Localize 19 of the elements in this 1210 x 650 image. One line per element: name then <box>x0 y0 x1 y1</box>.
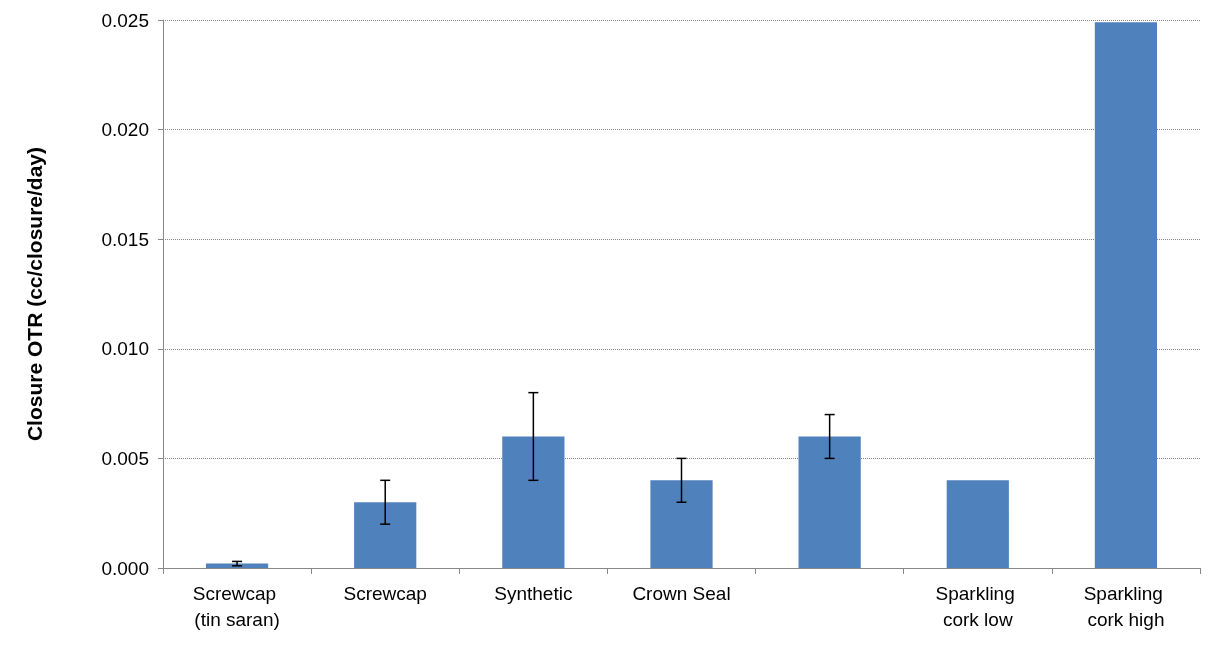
bar <box>650 480 713 568</box>
y-tick-label: 0.000 <box>101 557 149 579</box>
y-tick-label: 0.015 <box>101 228 149 250</box>
x-tick-label: Screwcap (tin saran) <box>192 582 282 630</box>
y-tick-label: 0.005 <box>101 447 149 469</box>
x-tick-label: Sparkling cork high <box>1083 582 1169 630</box>
bar <box>798 436 861 568</box>
bar <box>502 436 565 568</box>
bar <box>354 502 417 568</box>
y-tick-label: 0.025 <box>101 9 149 31</box>
x-tick-label: Crown Seal <box>632 582 731 604</box>
x-tick-label: Synthetic <box>494 582 573 604</box>
y-tick-label: 0.020 <box>101 119 149 141</box>
bar <box>946 480 1009 568</box>
x-tick-label: Screwcap <box>343 582 427 604</box>
x-tick-label: Sparkling cork low <box>935 582 1021 630</box>
bar <box>1094 22 1158 568</box>
y-tick-label: 0.010 <box>101 338 149 360</box>
y-axis-title: Closure OTR (cc/closure/day) <box>23 146 46 442</box>
